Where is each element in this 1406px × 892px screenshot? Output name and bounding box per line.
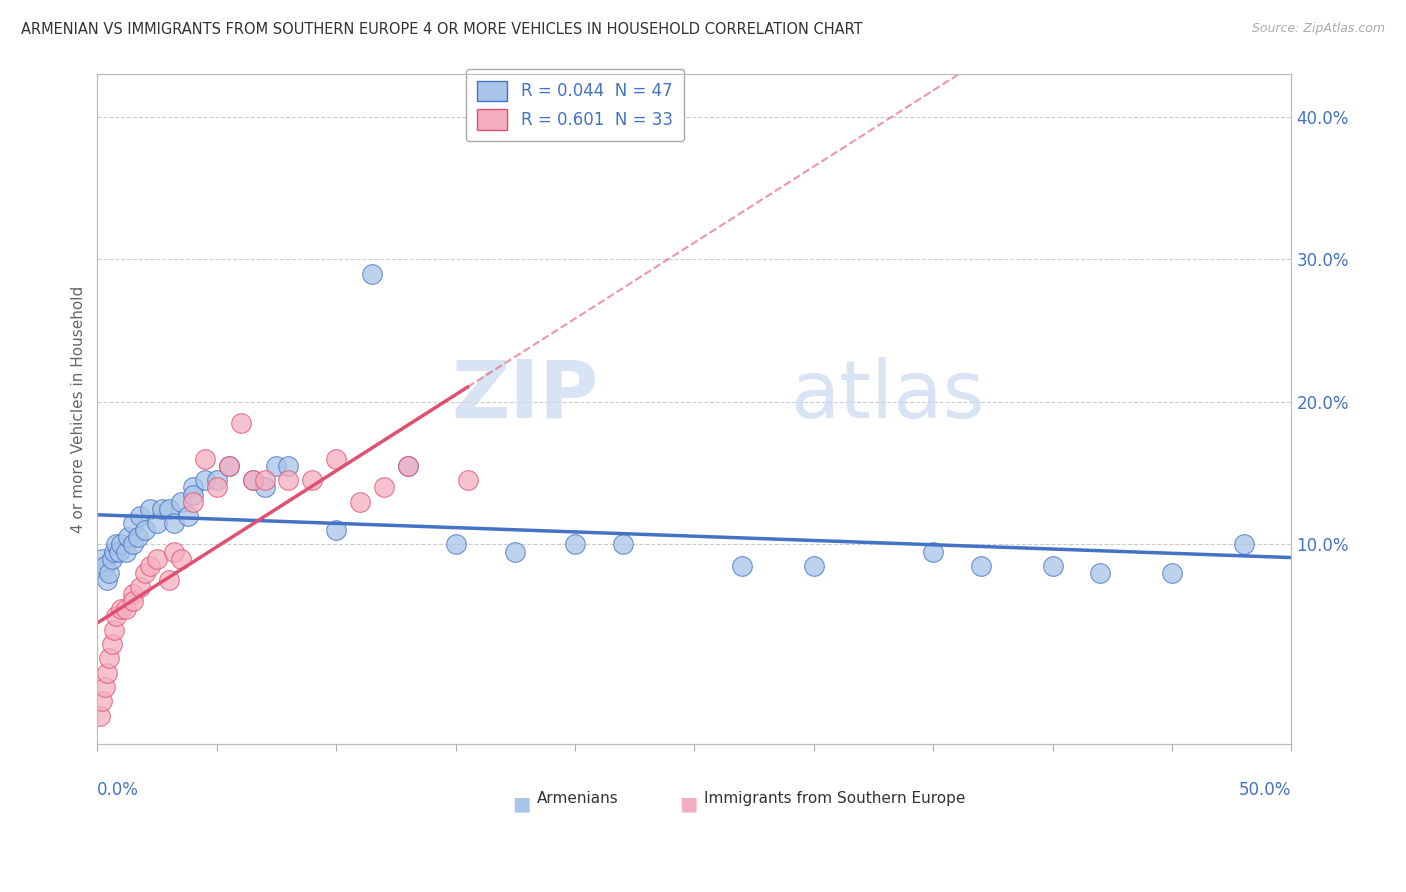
- Point: [242, 473, 264, 487]
- Point: [181, 487, 204, 501]
- Point: [108, 544, 131, 558]
- Y-axis label: 4 or more Vehicles in Household: 4 or more Vehicles in Household: [72, 285, 86, 533]
- Point: [194, 451, 217, 466]
- Point: [146, 516, 169, 530]
- Point: [157, 573, 180, 587]
- Point: [105, 537, 128, 551]
- Point: [163, 516, 186, 530]
- Text: Immigrants from Southern Europe: Immigrants from Southern Europe: [704, 791, 966, 806]
- Point: [325, 451, 347, 466]
- Point: [205, 473, 228, 487]
- Point: [177, 508, 200, 523]
- Point: [100, 637, 122, 651]
- Point: [277, 473, 299, 487]
- Point: [157, 501, 180, 516]
- Point: [1233, 537, 1256, 551]
- Point: [253, 473, 276, 487]
- Point: [129, 580, 152, 594]
- Point: [218, 458, 240, 473]
- Point: [444, 537, 467, 551]
- Point: [110, 601, 132, 615]
- Point: [253, 480, 276, 494]
- Point: [103, 623, 125, 637]
- Point: [803, 558, 825, 573]
- Text: 0.0%: 0.0%: [97, 780, 139, 799]
- Point: [98, 566, 121, 580]
- Point: [503, 544, 526, 558]
- Text: 50.0%: 50.0%: [1239, 780, 1292, 799]
- Point: [96, 573, 118, 587]
- Point: [163, 544, 186, 558]
- Point: [1161, 566, 1184, 580]
- Legend: R = 0.044  N = 47, R = 0.601  N = 33: R = 0.044 N = 47, R = 0.601 N = 33: [465, 69, 685, 141]
- Point: [139, 558, 162, 573]
- Point: [98, 651, 121, 665]
- Point: [277, 458, 299, 473]
- Point: [361, 267, 384, 281]
- Point: [731, 558, 754, 573]
- Point: [115, 544, 138, 558]
- Point: [349, 494, 371, 508]
- Point: [91, 551, 114, 566]
- Text: ■: ■: [512, 794, 530, 814]
- Point: [181, 480, 204, 494]
- Point: [970, 558, 993, 573]
- Text: Armenians: Armenians: [537, 791, 619, 806]
- Point: [150, 501, 173, 516]
- Point: [105, 608, 128, 623]
- Point: [242, 473, 264, 487]
- Text: ARMENIAN VS IMMIGRANTS FROM SOUTHERN EUROPE 4 OR MORE VEHICLES IN HOUSEHOLD CORR: ARMENIAN VS IMMIGRANTS FROM SOUTHERN EUR…: [21, 22, 863, 37]
- Point: [139, 501, 162, 516]
- Point: [301, 473, 323, 487]
- Point: [564, 537, 586, 551]
- Point: [218, 458, 240, 473]
- Point: [93, 680, 115, 694]
- Text: ZIP: ZIP: [451, 357, 599, 434]
- Point: [170, 551, 193, 566]
- Point: [134, 566, 156, 580]
- Point: [93, 558, 115, 573]
- Point: [100, 551, 122, 566]
- Point: [115, 601, 138, 615]
- Point: [110, 537, 132, 551]
- Point: [922, 544, 945, 558]
- Point: [612, 537, 634, 551]
- Point: [170, 494, 193, 508]
- Point: [117, 530, 139, 544]
- Point: [89, 708, 111, 723]
- Text: ■: ■: [679, 794, 697, 814]
- Point: [122, 516, 145, 530]
- Point: [91, 694, 114, 708]
- Point: [122, 537, 145, 551]
- Point: [122, 594, 145, 608]
- Point: [1090, 566, 1112, 580]
- Point: [266, 458, 288, 473]
- Point: [1042, 558, 1064, 573]
- Text: atlas: atlas: [790, 357, 984, 434]
- Point: [127, 530, 149, 544]
- Point: [181, 494, 204, 508]
- Point: [122, 587, 145, 601]
- Point: [325, 523, 347, 537]
- Point: [129, 508, 152, 523]
- Point: [103, 544, 125, 558]
- Point: [194, 473, 217, 487]
- Point: [457, 473, 479, 487]
- Point: [146, 551, 169, 566]
- Point: [373, 480, 395, 494]
- Point: [134, 523, 156, 537]
- Point: [205, 480, 228, 494]
- Point: [229, 416, 252, 430]
- Point: [396, 458, 419, 473]
- Point: [96, 665, 118, 680]
- Point: [396, 458, 419, 473]
- Text: Source: ZipAtlas.com: Source: ZipAtlas.com: [1251, 22, 1385, 36]
